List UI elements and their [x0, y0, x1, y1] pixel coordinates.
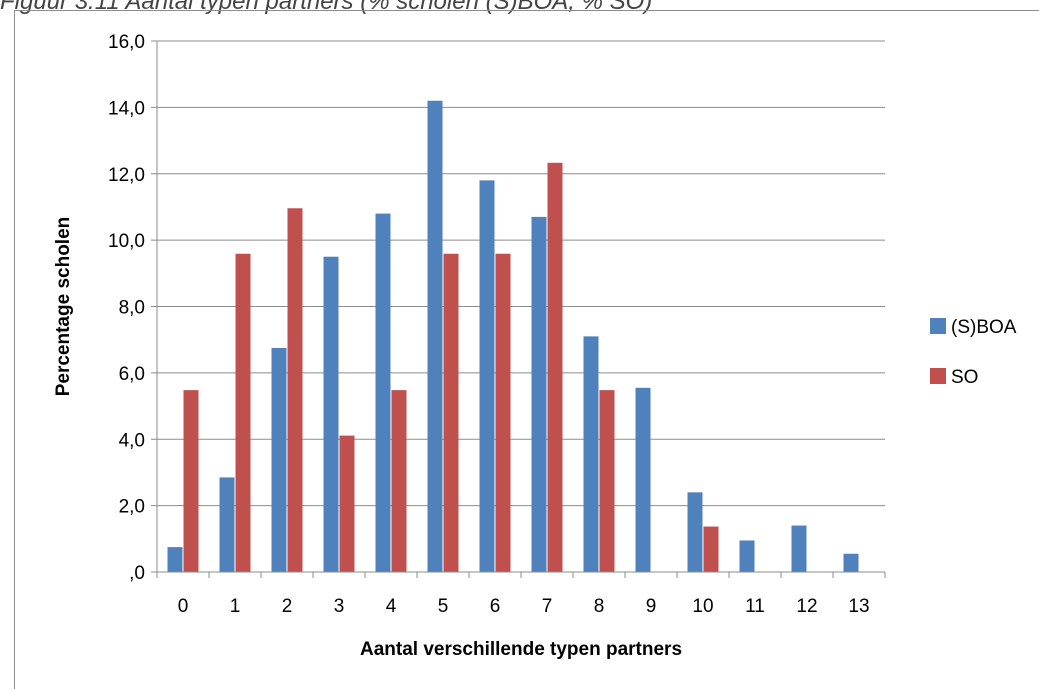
y-tick-label: 16,0 — [108, 32, 145, 53]
y-axis-tick-marks — [151, 40, 157, 573]
bar-sboa-0 — [167, 547, 183, 572]
x-tick-label: 1 — [230, 596, 241, 617]
bar-so-3 — [339, 435, 355, 572]
x-tick-label: 9 — [646, 596, 657, 617]
bars — [167, 100, 859, 573]
y-axis-title: Percentage scholen — [53, 217, 74, 397]
bar-so-8 — [599, 390, 615, 572]
x-tick-label: 8 — [594, 596, 605, 617]
y-tick-label: 10,0 — [108, 231, 145, 252]
y-tick-label: 6,0 — [119, 364, 145, 385]
x-tick-label: 2 — [282, 596, 293, 617]
x-axis-tick-labels: 0 1 2 3 4 5 6 7 8 9 10 11 12 13 — [178, 596, 870, 617]
x-tick-label: 3 — [334, 596, 345, 617]
bar-sboa-5 — [427, 100, 443, 573]
x-tick-label: 4 — [386, 596, 397, 617]
bar-sboa-12 — [791, 525, 807, 572]
bar-sboa-11 — [739, 540, 755, 572]
bar-so-5 — [443, 253, 459, 572]
bar-sboa-6 — [479, 180, 495, 572]
bar-so-6 — [495, 253, 511, 572]
y-tick-label: 2,0 — [119, 497, 145, 518]
gridlines — [157, 40, 885, 507]
y-tick-label: 4,0 — [119, 430, 145, 451]
legend-label: (S)BOA — [951, 317, 1017, 338]
legend-label: SO — [951, 367, 978, 388]
bar-sboa-9 — [635, 387, 651, 572]
x-tick-label: 13 — [848, 596, 869, 617]
y-tick-label: 12,0 — [108, 165, 145, 186]
bar-sboa-8 — [583, 336, 599, 572]
y-axis-tick-labels: ,0 2,0 4,0 6,0 8,0 10,0 12,0 14,0 16,0 — [108, 32, 145, 584]
x-axis-tick-marks — [156, 572, 886, 578]
bar-sboa-13 — [843, 553, 859, 572]
chart-frame — [14, 10, 1039, 689]
y-tick-label: 14,0 — [108, 98, 145, 119]
bar-so-1 — [235, 253, 251, 572]
x-tick-label: 0 — [178, 596, 189, 617]
y-tick-label: ,0 — [129, 563, 145, 584]
legend-swatch — [930, 318, 946, 334]
x-axis-title: Aantal verschillende typen partners — [360, 639, 682, 660]
x-tick-label: 7 — [542, 596, 553, 617]
y-tick-label: 8,0 — [119, 298, 145, 319]
bar-so-10 — [703, 526, 719, 572]
bar-so-4 — [391, 390, 407, 572]
bar-sboa-3 — [323, 256, 339, 572]
bar-sboa-4 — [375, 213, 391, 572]
x-tick-label: 5 — [438, 596, 449, 617]
x-tick-label: 11 — [745, 596, 765, 617]
bar-sboa-7 — [531, 216, 547, 573]
bar-so-2 — [287, 208, 303, 572]
x-tick-label: 12 — [796, 596, 817, 617]
bar-sboa-1 — [219, 477, 235, 572]
bar-sboa-2 — [271, 347, 287, 572]
legend: (S)BOA SO — [930, 317, 1017, 388]
bar-sboa-10 — [687, 492, 703, 572]
x-tick-label: 10 — [692, 596, 713, 617]
legend-swatch — [930, 368, 946, 384]
bar-so-0 — [183, 390, 199, 572]
x-tick-label: 6 — [490, 596, 501, 617]
bar-so-7 — [547, 162, 563, 572]
figure-caption: Figuur 3.11 Aantal typen partners (% sch… — [0, 0, 653, 15]
